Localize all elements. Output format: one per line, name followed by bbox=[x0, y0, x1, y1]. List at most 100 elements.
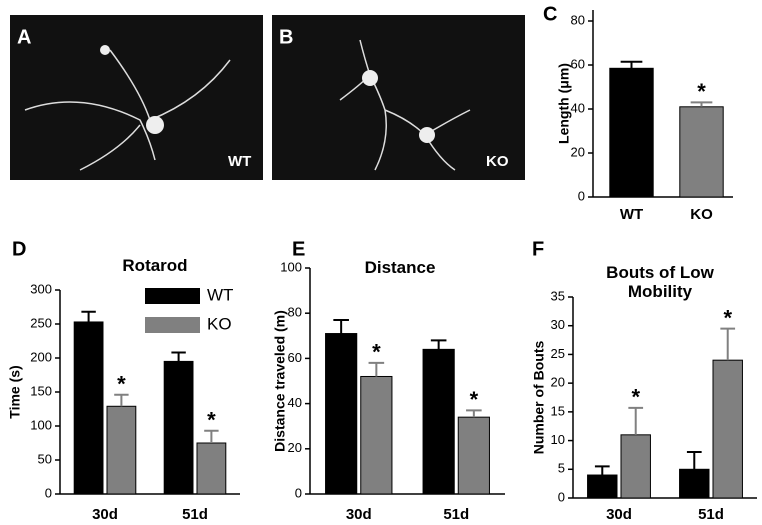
y-tick-label: 40 bbox=[571, 100, 585, 115]
significance-marker: * bbox=[723, 305, 732, 330]
bar bbox=[679, 468, 710, 499]
y-tick-label: 40 bbox=[288, 395, 302, 410]
bar bbox=[360, 375, 393, 495]
y-tick-label: 35 bbox=[551, 288, 565, 303]
x-tick-label: 30d bbox=[92, 506, 118, 523]
y-tick-label: 300 bbox=[30, 281, 52, 296]
bar bbox=[422, 348, 455, 495]
soma bbox=[362, 70, 378, 86]
neurite bbox=[339, 39, 471, 171]
x-tick-label: 30d bbox=[346, 506, 372, 523]
y-tick-label: 20 bbox=[551, 375, 565, 390]
y-tick-label: 50 bbox=[38, 451, 52, 466]
y-tick-label: 60 bbox=[571, 56, 585, 71]
error-bar bbox=[690, 101, 713, 107]
x-tick-label: 51d bbox=[182, 506, 208, 523]
bar bbox=[163, 360, 194, 495]
y-tick-label: 0 bbox=[578, 188, 585, 203]
bar bbox=[106, 405, 137, 495]
y-tick-label: 0 bbox=[295, 485, 302, 500]
bar bbox=[620, 434, 651, 499]
bar bbox=[325, 333, 358, 495]
bar bbox=[196, 442, 227, 495]
error-bar bbox=[81, 310, 96, 322]
y-tick-label: 60 bbox=[288, 350, 302, 365]
y-tick-label: 80 bbox=[288, 305, 302, 320]
y-axis-label: Length (μm) bbox=[556, 63, 572, 144]
error-bar bbox=[686, 451, 702, 470]
x-tick-label: KO bbox=[690, 206, 713, 223]
neurite bbox=[24, 49, 231, 171]
chart-title: Bouts of Low Mobility bbox=[606, 263, 714, 301]
error-bar bbox=[628, 406, 644, 435]
y-tick-label: 0 bbox=[558, 489, 565, 504]
image-panel-a: A WT bbox=[10, 15, 263, 180]
y-tick-label: 150 bbox=[30, 383, 52, 398]
error-bar bbox=[594, 465, 610, 476]
y-tick-label: 30 bbox=[551, 317, 565, 332]
bar bbox=[587, 474, 618, 499]
bar bbox=[712, 359, 743, 499]
significance-marker: * bbox=[631, 385, 640, 410]
y-tick-label: 250 bbox=[30, 315, 52, 330]
y-axis-label: Number of Bouts bbox=[531, 341, 547, 455]
error-bar bbox=[204, 429, 219, 443]
x-tick-label: 51d bbox=[698, 506, 724, 523]
error-bar bbox=[368, 361, 385, 377]
y-tick-label: 20 bbox=[288, 440, 302, 455]
panel-label: B bbox=[279, 26, 293, 48]
micrograph bbox=[10, 15, 263, 180]
chart-title: Rotarod bbox=[122, 256, 188, 275]
significance-marker: * bbox=[470, 387, 479, 412]
y-tick-label: 5 bbox=[558, 461, 565, 476]
significance-marker: * bbox=[117, 372, 126, 397]
panel-label: C bbox=[543, 3, 557, 25]
bar bbox=[457, 416, 490, 495]
y-tick-label: 15 bbox=[551, 403, 565, 418]
error-bar bbox=[171, 351, 186, 362]
legend-label: WT bbox=[207, 285, 233, 304]
significance-marker: * bbox=[207, 408, 216, 433]
x-tick-label: 51d bbox=[443, 506, 469, 523]
soma bbox=[419, 127, 435, 143]
error-bar bbox=[466, 409, 482, 418]
panel-label: A bbox=[17, 26, 31, 48]
significance-marker: * bbox=[697, 79, 706, 104]
error-bar bbox=[620, 60, 643, 69]
x-tick-label: 30d bbox=[606, 506, 632, 523]
y-tick-label: 100 bbox=[280, 259, 302, 274]
bar bbox=[679, 106, 724, 198]
legend-swatch bbox=[145, 317, 200, 333]
error-bar bbox=[114, 393, 129, 407]
y-tick-label: 20 bbox=[571, 144, 585, 159]
soma bbox=[146, 116, 164, 134]
y-axis-label: Time (s) bbox=[7, 365, 23, 418]
y-axis-label: Distance traveled (m) bbox=[272, 310, 288, 452]
panel-label: D bbox=[12, 238, 26, 260]
y-tick-label: 0 bbox=[45, 485, 52, 500]
y-tick-label: 80 bbox=[571, 12, 585, 27]
y-tick-label: 200 bbox=[30, 349, 52, 364]
y-tick-label: 10 bbox=[551, 432, 565, 447]
micrograph bbox=[272, 15, 525, 180]
image-caption: WT bbox=[228, 153, 251, 170]
image-caption: KO bbox=[486, 153, 509, 170]
y-tick-label: 100 bbox=[30, 417, 52, 432]
y-tick-label: 25 bbox=[551, 346, 565, 361]
image-panel-b: B KO bbox=[272, 15, 525, 180]
x-tick-label: WT bbox=[620, 206, 643, 223]
bar bbox=[609, 67, 654, 198]
significance-marker: * bbox=[372, 340, 381, 365]
legend-label: KO bbox=[207, 314, 232, 333]
bar bbox=[73, 321, 104, 495]
error-bar bbox=[720, 327, 736, 361]
panel-label: F bbox=[532, 238, 544, 260]
error-bar bbox=[430, 339, 447, 350]
chart-title: Distance bbox=[364, 258, 436, 277]
error-bar bbox=[333, 318, 349, 334]
legend-swatch bbox=[145, 288, 200, 304]
panel-label: E bbox=[292, 238, 305, 260]
soma bbox=[100, 45, 110, 55]
